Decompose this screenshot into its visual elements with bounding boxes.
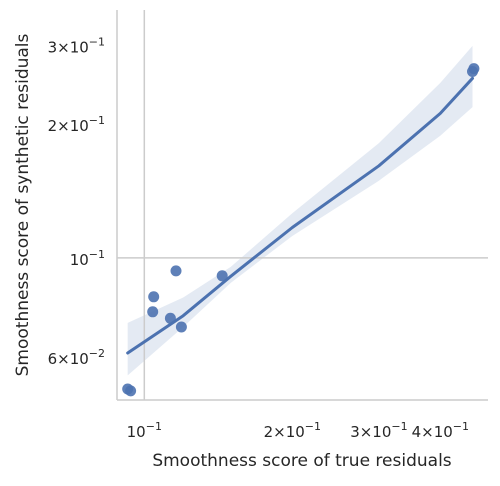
y-axis-label: Smoothness score of synthetic residuals <box>13 33 33 376</box>
reference-lines-layer <box>117 10 488 400</box>
x-axis-label: Smoothness score of true residuals <box>152 451 451 471</box>
data-point <box>148 291 160 303</box>
regression-line <box>126 76 474 355</box>
data-point <box>125 385 137 397</box>
y-tick-label: 2×10−1 <box>48 114 105 135</box>
data-point <box>175 321 187 333</box>
data-point <box>164 312 176 324</box>
tick-labels-layer: 10−1 2×10−1 3×10−1 4×10−16×10−210−12×10−13×… <box>48 35 469 441</box>
confidence-band <box>127 45 473 376</box>
x-tick-label: 3×10−1 <box>350 420 407 441</box>
data-point <box>216 270 228 282</box>
y-tick-label: 6×10−2 <box>48 347 105 368</box>
data-point <box>147 306 159 318</box>
x-tick-label: 4×10−1 <box>412 420 469 441</box>
confidence-band-layer <box>127 45 473 376</box>
regression-line-layer <box>126 76 474 355</box>
data-point <box>468 63 480 75</box>
x-tick-label: 2×10−1 <box>264 420 321 441</box>
axes-layer <box>116 10 488 401</box>
y-tick-label: 3×10−1 <box>48 35 105 56</box>
y-tick-label: 10−1 <box>70 248 105 269</box>
x-tick-label: 10−1 <box>127 420 162 441</box>
data-point <box>170 265 182 277</box>
data-points-layer <box>122 63 480 397</box>
